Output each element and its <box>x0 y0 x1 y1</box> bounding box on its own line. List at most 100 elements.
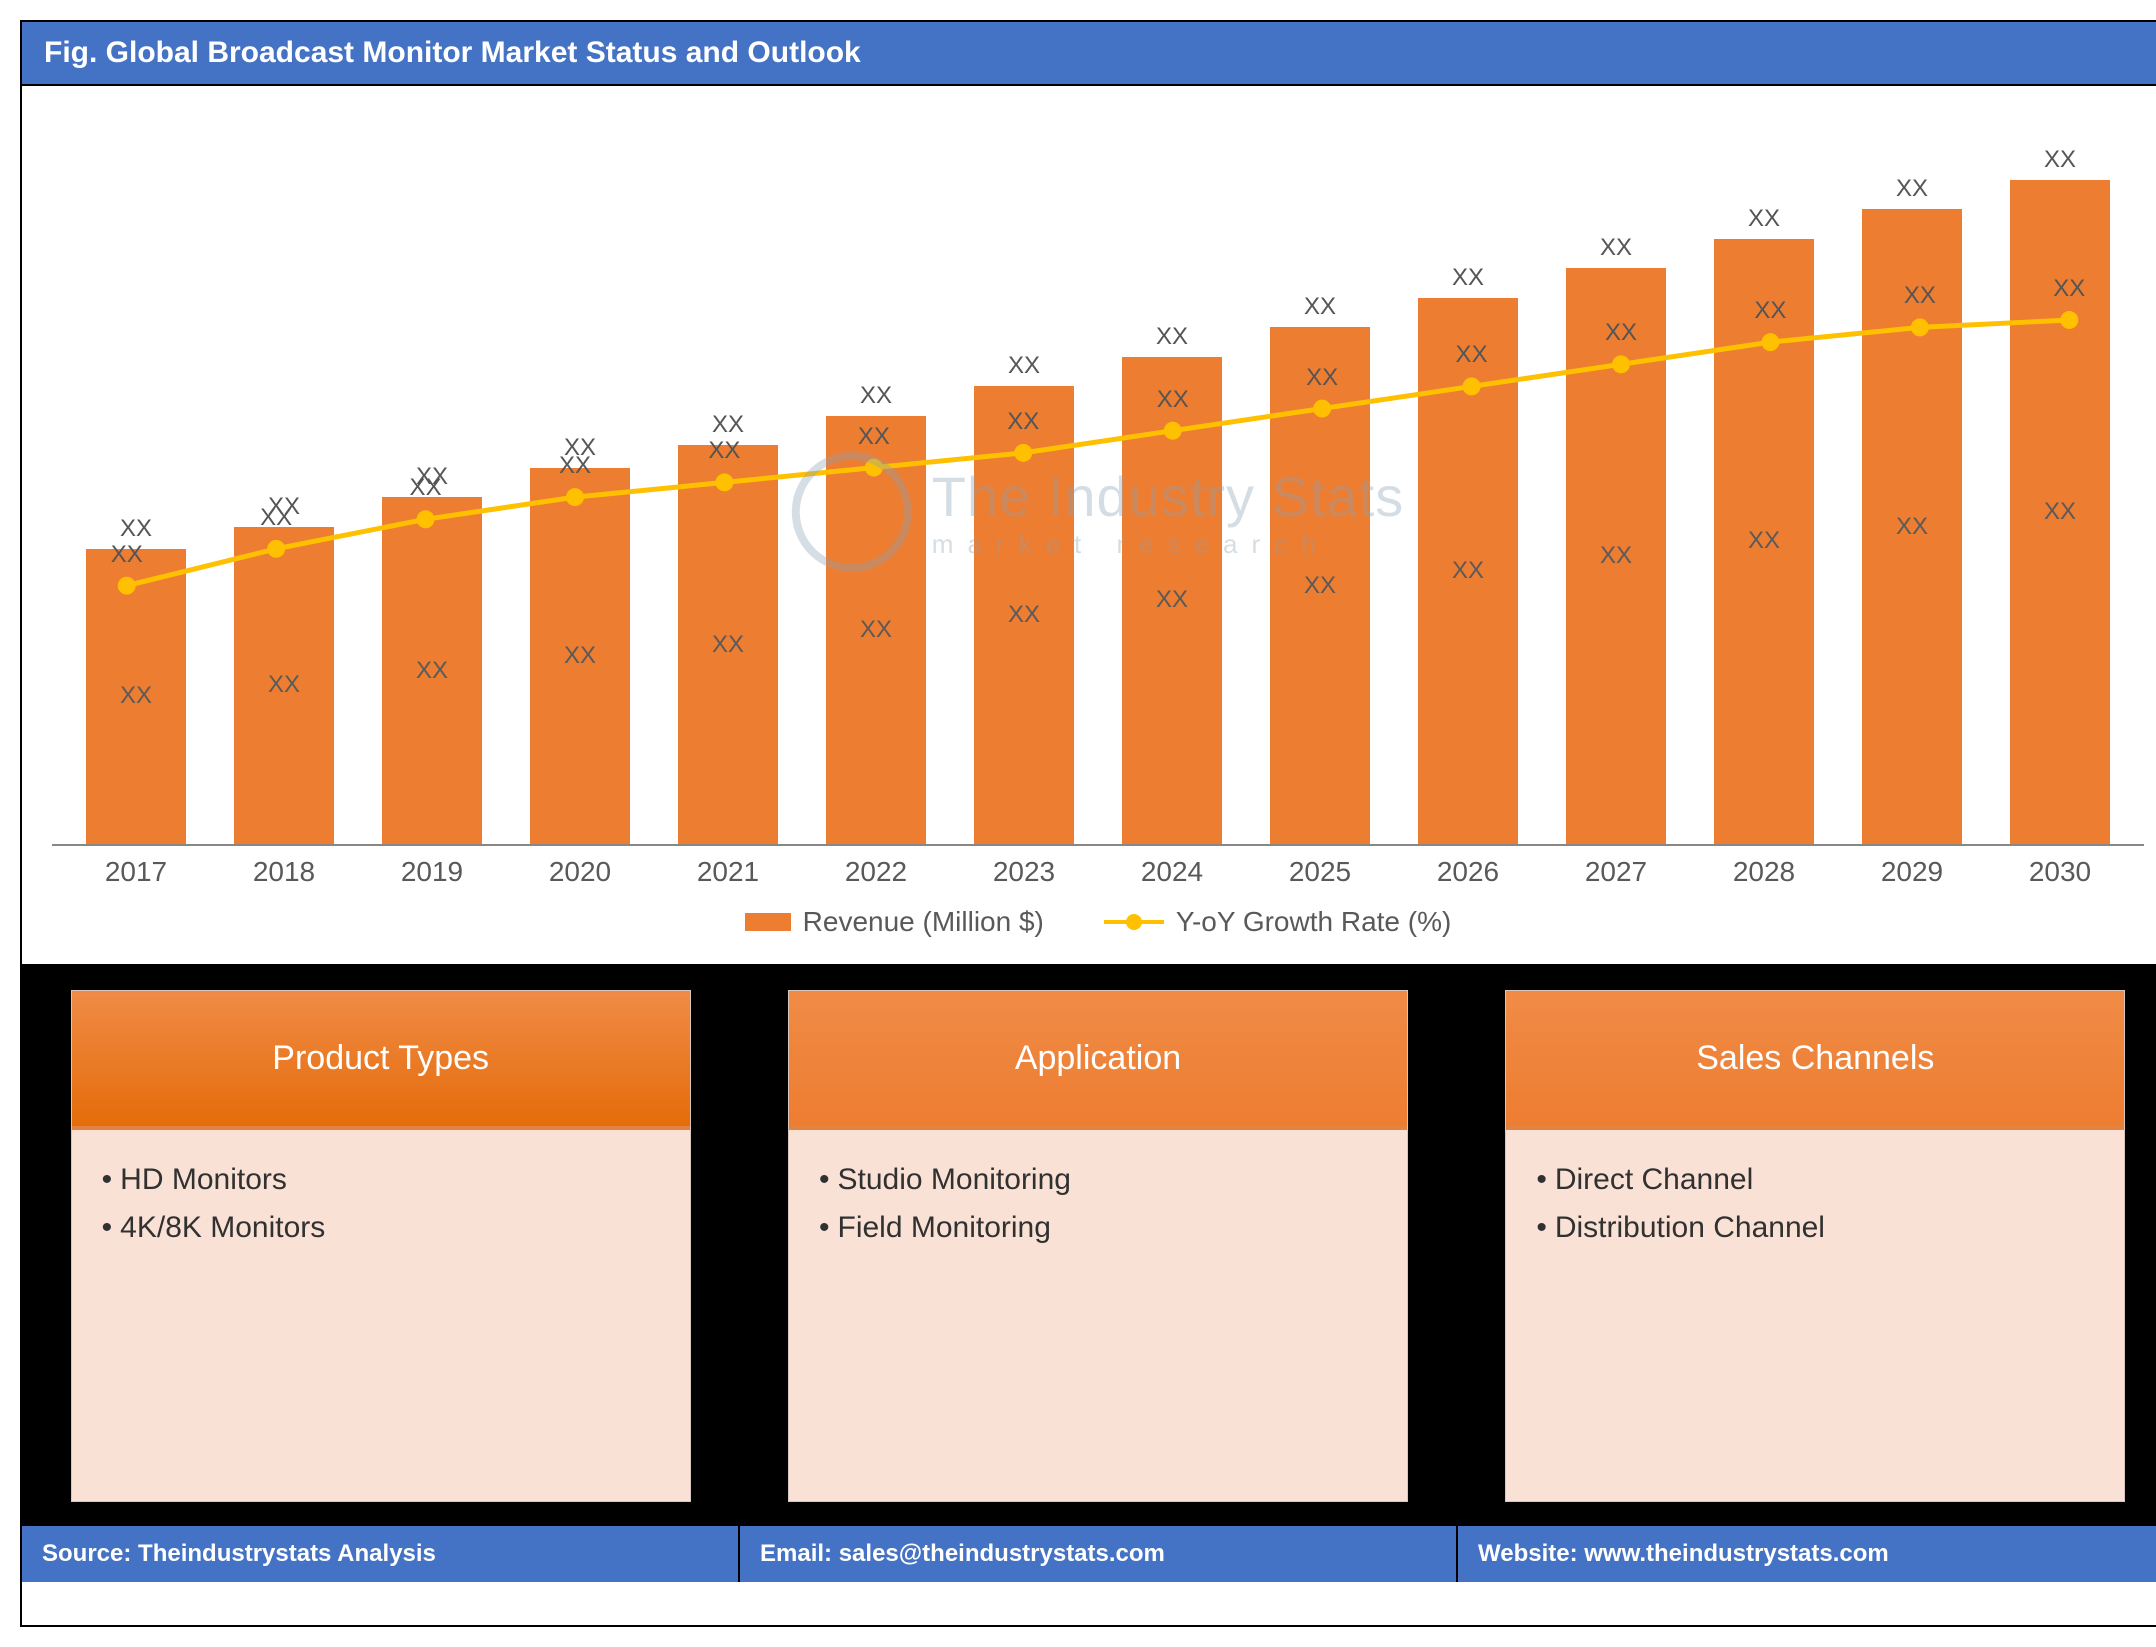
legend-swatch-bar <box>745 913 791 931</box>
line-point-label: XX <box>2053 275 2085 303</box>
bar-inner-label: XX <box>1156 586 1188 614</box>
line-point-label: XX <box>1456 342 1488 370</box>
x-axis-label: 2019 <box>358 856 506 888</box>
line-point-label: XX <box>1306 364 1338 392</box>
x-axis-label: 2021 <box>654 856 802 888</box>
figure-title: Fig. Global Broadcast Monitor Market Sta… <box>44 36 861 69</box>
bar-top-label: XX <box>1008 352 1040 380</box>
x-axis-label: 2027 <box>1542 856 1690 888</box>
bar-slot: XX XX <box>1838 106 1986 844</box>
category-card: ApplicationStudio MonitoringField Monito… <box>788 990 1408 1502</box>
footer-email-value: sales@theindustrystats.com <box>839 1540 1165 1567</box>
figure-container: Fig. Global Broadcast Monitor Market Sta… <box>20 20 2156 1627</box>
x-axis-labels: 2017201820192020202120222023202420252026… <box>52 846 2144 888</box>
card-item: 4K/8K Monitors <box>102 1204 660 1252</box>
card-item: HD Monitors <box>102 1156 660 1204</box>
bar-inner-label: XX <box>1896 513 1928 541</box>
bar-top-label: XX <box>1156 323 1188 351</box>
line-point-label: XX <box>708 438 740 466</box>
bar-rect: XX <box>1418 298 1519 844</box>
line-point-label: XX <box>1007 408 1039 436</box>
card-body: Studio MonitoringField Monitoring <box>789 1130 1407 1278</box>
bar-inner-label: XX <box>564 642 596 670</box>
bar-slot: XX XX <box>1542 106 1690 844</box>
bar-rect: XX <box>1714 239 1815 844</box>
x-axis-label: 2024 <box>1098 856 1246 888</box>
card-item: Studio Monitoring <box>819 1156 1377 1204</box>
bar-inner-label: XX <box>2044 498 2076 526</box>
bar-rect: XX <box>234 527 335 844</box>
card-item: Distribution Channel <box>1536 1204 2094 1252</box>
card-item: Direct Channel <box>1536 1156 2094 1204</box>
card-title: Sales Channels <box>1506 991 2124 1130</box>
card-title: Application <box>789 991 1407 1130</box>
bar-rect: XX <box>974 386 1075 844</box>
bar-slot: XX XX <box>1690 106 1838 844</box>
line-point-label: XX <box>111 541 143 569</box>
bar-top-label: XX <box>1600 234 1632 262</box>
x-axis-label: 2022 <box>802 856 950 888</box>
category-card: Sales ChannelsDirect ChannelDistribution… <box>1505 990 2125 1502</box>
bar-inner-label: XX <box>712 631 744 659</box>
bar-slot: XX XX <box>950 106 1098 844</box>
bar-top-label: XX <box>712 411 744 439</box>
bar-inner-label: XX <box>1304 572 1336 600</box>
footer-source-label: Source: <box>42 1540 138 1567</box>
line-point-label: XX <box>858 423 890 451</box>
legend-item-growth: Y-oY Growth Rate (%) <box>1104 906 1451 938</box>
title-bar: Fig. Global Broadcast Monitor Market Sta… <box>22 22 2156 86</box>
bar-inner-label: XX <box>1748 527 1780 555</box>
plot-region: XXXXXXXXXXXXXXXXXXXXXXXXXXXXXXXXXXXXXXXX… <box>52 106 2144 846</box>
legend-swatch-line <box>1104 920 1164 924</box>
bar-rect: XX <box>1270 327 1371 844</box>
line-point-label: XX <box>260 504 292 532</box>
footer-website-label: Website: <box>1478 1540 1584 1567</box>
bar-rect: XX <box>1566 268 1667 844</box>
legend-item-revenue: Revenue (Million $) <box>745 906 1044 938</box>
footer-source: Source: Theindustrystats Analysis <box>22 1526 740 1582</box>
line-point-label: XX <box>1904 283 1936 311</box>
footer-source-value: Theindustrystats Analysis <box>138 1540 436 1567</box>
x-axis-label: 2018 <box>210 856 358 888</box>
x-axis-label: 2030 <box>1986 856 2134 888</box>
card-item: Field Monitoring <box>819 1204 1377 1252</box>
bar-slot: XX XX <box>802 106 950 844</box>
bar-top-label: XX <box>1304 293 1336 321</box>
bar-inner-label: XX <box>860 616 892 644</box>
bar-slot: XXXX <box>654 106 802 844</box>
category-card: Product TypesHD Monitors4K/8K Monitors <box>71 990 691 1502</box>
bar-inner-label: XX <box>1600 542 1632 570</box>
bar-top-label: XX <box>1748 205 1780 233</box>
bar-rect: XX <box>530 468 631 844</box>
x-axis-label: 2017 <box>62 856 210 888</box>
line-point-label: XX <box>1605 319 1637 347</box>
bar-inner-label: XX <box>120 682 152 710</box>
footer-website: Website: www.theindustrystats.com <box>1458 1526 2156 1582</box>
bar-slot: XX XX <box>62 106 210 844</box>
line-point-label: XX <box>1754 297 1786 325</box>
bar-top-label: XX <box>860 382 892 410</box>
x-axis-label: 2025 <box>1246 856 1394 888</box>
bar-rect: XX <box>678 445 779 844</box>
line-point-label: XX <box>1157 386 1189 414</box>
bar-top-label: XX <box>1452 264 1484 292</box>
bar-inner-label: XX <box>268 671 300 699</box>
bar-slot: XX XX <box>210 106 358 844</box>
bar-inner-label: XX <box>1008 601 1040 629</box>
bar-top-label: XX <box>2044 146 2076 174</box>
bar-top-label: XX <box>1896 175 1928 203</box>
line-point-label: XX <box>410 474 442 502</box>
card-body: HD Monitors4K/8K Monitors <box>72 1130 690 1278</box>
footer-bar: Source: Theindustrystats Analysis Email:… <box>22 1526 2156 1582</box>
legend-label-revenue: Revenue (Million $) <box>803 906 1044 938</box>
footer-website-value: www.theindustrystats.com <box>1584 1540 1889 1567</box>
bar-slot: XX XX <box>1098 106 1246 844</box>
bar-inner-label: XX <box>1452 557 1484 585</box>
footer-email-label: Email: <box>760 1540 839 1567</box>
chart-area: XXXXXXXXXXXXXXXXXXXXXXXXXXXXXXXXXXXXXXXX… <box>22 86 2156 966</box>
cards-area: Product TypesHD Monitors4K/8K Monitors Ap… <box>22 966 2156 1526</box>
card-body: Direct ChannelDistribution Channel <box>1506 1130 2124 1278</box>
bar-rect: XX <box>86 549 187 844</box>
footer-email: Email: sales@theindustrystats.com <box>740 1526 1458 1582</box>
bar-inner-label: XX <box>416 657 448 685</box>
